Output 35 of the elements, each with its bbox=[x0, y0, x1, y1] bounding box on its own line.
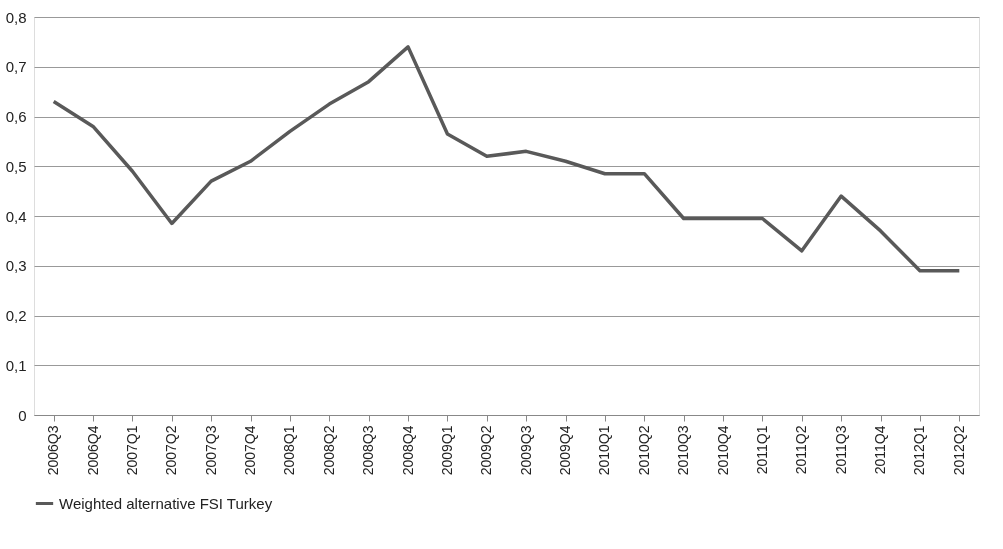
y-tick-label: 0,1 bbox=[5, 356, 27, 374]
y-tick-label: 0,2 bbox=[5, 307, 27, 324]
x-tick-label: 2009Q3 bbox=[517, 425, 534, 476]
y-tick-label: 0,7 bbox=[5, 58, 27, 76]
x-tick-label: 2006Q3 bbox=[45, 425, 62, 476]
x-tick-label: 2011Q3 bbox=[832, 425, 849, 475]
x-tick-label: 2010Q3 bbox=[675, 425, 692, 476]
x-tick-label: 2008Q2 bbox=[320, 425, 337, 476]
x-tick-label: 2007Q3 bbox=[202, 425, 219, 476]
legend-label: Weighted alternative FSI Turkey bbox=[59, 494, 273, 512]
x-tick-label: 2012Q1 bbox=[911, 425, 928, 476]
x-tick-label: 2011Q2 bbox=[793, 425, 810, 475]
y-tick-label: 0,4 bbox=[5, 207, 27, 225]
x-tick-label: 2007Q1 bbox=[123, 425, 140, 476]
x-tick-label: 2009Q4 bbox=[557, 425, 574, 476]
x-tick-label: 2008Q3 bbox=[360, 425, 377, 476]
x-tick-label: 2008Q4 bbox=[399, 425, 416, 476]
x-tick-label: 2009Q2 bbox=[478, 425, 495, 476]
x-tick-label: 2007Q2 bbox=[163, 425, 180, 476]
x-tick-label: 2010Q4 bbox=[714, 425, 731, 476]
x-tick-label: 2011Q4 bbox=[872, 425, 889, 475]
x-tick-label: 2010Q2 bbox=[635, 425, 652, 476]
y-tick-label: 0,5 bbox=[5, 157, 27, 175]
y-tick-label: 0,8 bbox=[5, 8, 27, 26]
x-tick-label: 2008Q1 bbox=[281, 425, 298, 476]
y-tick-label: 0 bbox=[18, 406, 27, 424]
line-series bbox=[51, 45, 962, 273]
x-tick-label: 2007Q4 bbox=[242, 425, 259, 476]
x-tick-label: 2006Q4 bbox=[84, 425, 101, 476]
x-tick-label: 2012Q2 bbox=[950, 425, 967, 476]
x-tick-label: 2011Q1 bbox=[753, 425, 770, 475]
y-tick-label: 0,3 bbox=[5, 257, 27, 275]
x-tick-label: 2010Q1 bbox=[596, 425, 613, 476]
y-tick-label: 0,6 bbox=[5, 108, 27, 125]
x-tick-label: 2009Q1 bbox=[438, 425, 455, 476]
